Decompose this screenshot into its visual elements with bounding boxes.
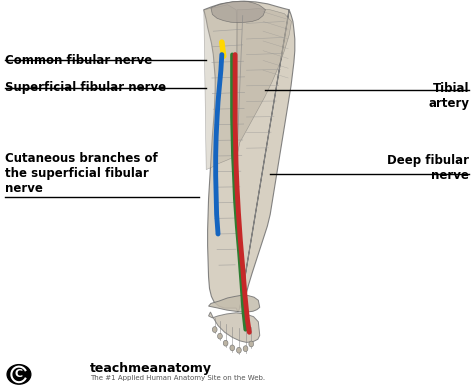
Ellipse shape [237,347,241,353]
Text: Cutaneous branches of
the superficial fibular
nerve: Cutaneous branches of the superficial fi… [5,152,157,195]
Polygon shape [209,295,260,312]
Polygon shape [204,1,295,312]
Text: The #1 Applied Human Anatomy Site on the Web.: The #1 Applied Human Anatomy Site on the… [90,375,265,381]
Text: Superficial fibular nerve: Superficial fibular nerve [5,81,166,94]
Circle shape [7,365,31,384]
Polygon shape [209,312,260,342]
Ellipse shape [230,345,235,351]
Ellipse shape [243,346,248,352]
Ellipse shape [218,333,222,339]
Polygon shape [211,1,265,23]
Text: Deep fibular
nerve: Deep fibular nerve [387,154,469,182]
Polygon shape [204,5,237,170]
Text: Tibial
artery: Tibial artery [428,82,469,110]
Ellipse shape [212,327,217,332]
Polygon shape [237,9,292,156]
Text: C: C [15,369,23,379]
Text: Common fibular nerve: Common fibular nerve [5,54,152,67]
Text: teachmeanatomy: teachmeanatomy [90,362,212,376]
Ellipse shape [249,341,254,347]
Ellipse shape [223,340,228,346]
